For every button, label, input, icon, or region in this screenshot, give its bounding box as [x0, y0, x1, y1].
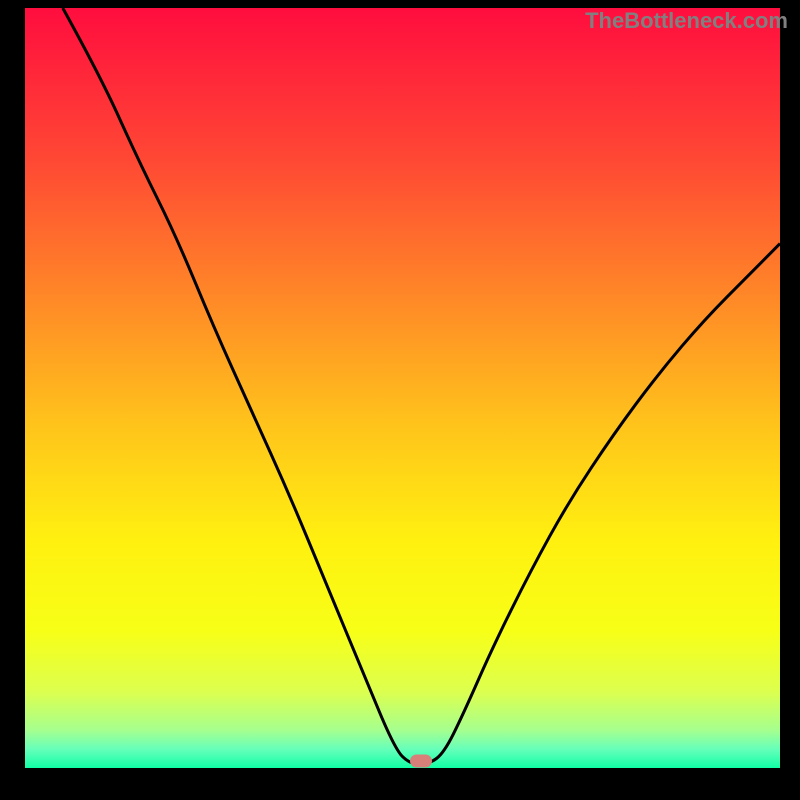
bottleneck-curve	[25, 8, 780, 768]
watermark-text: TheBottleneck.com	[585, 8, 788, 34]
minimum-marker	[410, 755, 432, 768]
plot-area	[25, 8, 780, 768]
chart-container: TheBottleneck.com	[0, 0, 800, 800]
curve-path	[63, 8, 780, 764]
